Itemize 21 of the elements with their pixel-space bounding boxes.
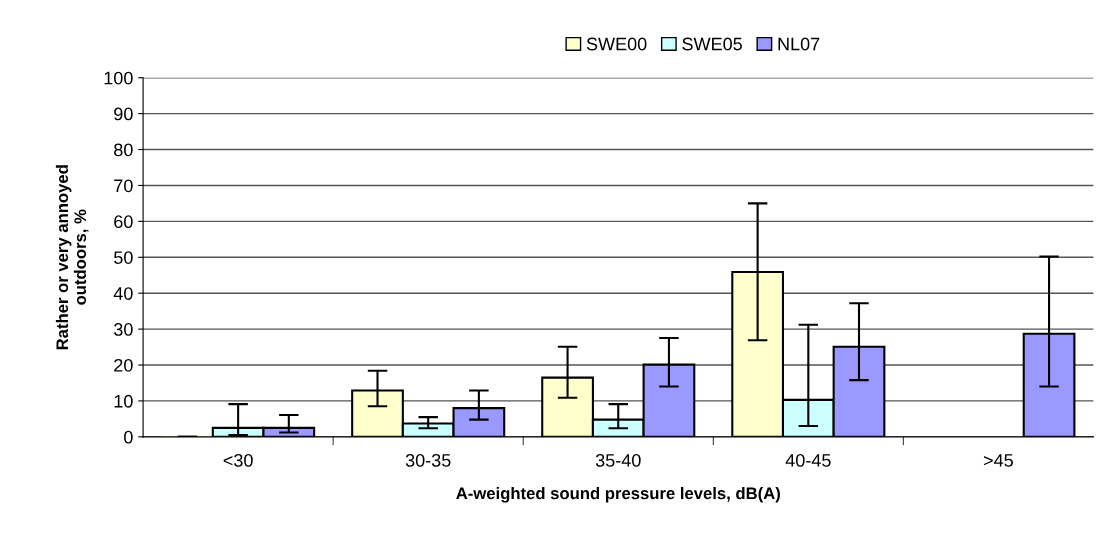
y-tick-label: 20 bbox=[114, 358, 133, 372]
x-tick-label: 30-35 bbox=[405, 453, 451, 467]
y-tick-label: 40 bbox=[113, 287, 133, 300]
y-tick-label: 60 bbox=[114, 215, 133, 229]
x-axis-title: A-weighted sound pressure levels, dB(A) bbox=[456, 487, 780, 503]
x-tick-label: 40-45 bbox=[785, 453, 831, 467]
legend-label: SWE00 bbox=[586, 37, 647, 51]
y-tick-label: 80 bbox=[114, 143, 133, 157]
y-tick-label: 10 bbox=[114, 394, 133, 408]
legend-label: SWE05 bbox=[682, 37, 742, 51]
y-tick-label: 90 bbox=[114, 107, 133, 121]
y-tick-label: 30 bbox=[113, 323, 133, 336]
y-tick-label: 100 bbox=[104, 71, 133, 85]
y-tick-label: 70 bbox=[114, 179, 133, 193]
y-tick-label: 50 bbox=[114, 251, 133, 264]
legend-label: NL07 bbox=[778, 37, 820, 51]
y-axis-title: Rather or very annoyed outdoors, % bbox=[55, 165, 89, 350]
y-tick-label: 0 bbox=[124, 430, 133, 444]
x-tick-label: <30 bbox=[223, 453, 253, 467]
x-tick-label: >45 bbox=[983, 454, 1013, 467]
x-tick-label: 35-40 bbox=[595, 453, 641, 467]
